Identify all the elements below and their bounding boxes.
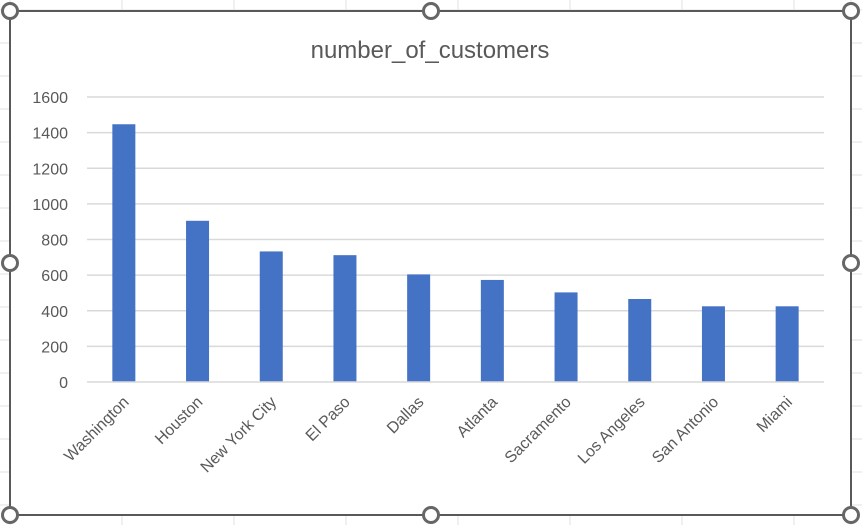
y-tick-label: 1000 bbox=[32, 197, 68, 214]
bar[interactable] bbox=[112, 124, 136, 383]
bar[interactable] bbox=[407, 274, 431, 382]
bar[interactable] bbox=[186, 220, 210, 382]
resize-handle[interactable] bbox=[842, 254, 860, 272]
chart-title: number_of_customers bbox=[311, 37, 550, 64]
y-gridlines bbox=[87, 96, 824, 348]
bar[interactable] bbox=[333, 255, 357, 382]
y-tick-label: 400 bbox=[41, 304, 68, 321]
bar[interactable] bbox=[628, 298, 652, 382]
resize-handle[interactable] bbox=[842, 2, 860, 20]
resize-handle[interactable] bbox=[842, 506, 860, 524]
resize-handle[interactable] bbox=[1, 254, 19, 272]
y-axis-tick-labels: 0 200 400 600 800 1000 1200 1400 1600 bbox=[32, 90, 68, 392]
y-tick-label: 600 bbox=[41, 268, 68, 285]
resize-handle[interactable] bbox=[422, 506, 440, 524]
y-tick-label: 200 bbox=[41, 339, 68, 356]
y-tick-label: 1400 bbox=[32, 126, 68, 143]
bar[interactable] bbox=[554, 292, 578, 382]
y-tick-label: 0 bbox=[59, 375, 68, 392]
resize-handle[interactable] bbox=[422, 2, 440, 20]
bar[interactable] bbox=[701, 306, 725, 382]
resize-handle[interactable] bbox=[1, 506, 19, 524]
bar[interactable] bbox=[480, 279, 504, 382]
bar-series bbox=[112, 124, 799, 383]
bar[interactable] bbox=[775, 306, 799, 382]
resize-handle[interactable] bbox=[1, 2, 19, 20]
y-tick-label: 800 bbox=[41, 233, 68, 250]
bar[interactable] bbox=[259, 251, 283, 382]
chart-frame[interactable] bbox=[9, 10, 852, 516]
y-tick-label: 1200 bbox=[32, 161, 68, 178]
y-tick-label: 1600 bbox=[32, 90, 68, 107]
